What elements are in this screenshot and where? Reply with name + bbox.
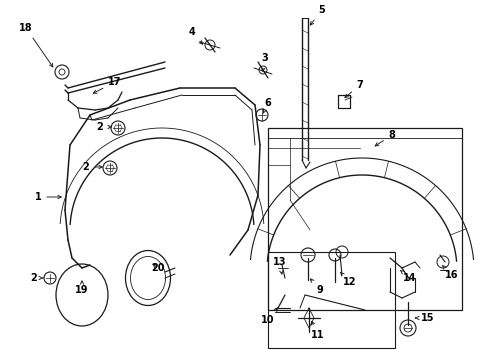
Text: 12: 12 — [340, 272, 357, 287]
Bar — [268, 128, 462, 310]
Text: 3: 3 — [262, 53, 269, 71]
Text: 4: 4 — [189, 27, 202, 44]
Text: 2: 2 — [83, 162, 102, 172]
Text: 10: 10 — [261, 308, 278, 325]
Text: 18: 18 — [19, 23, 53, 67]
Text: 20: 20 — [151, 263, 165, 273]
Text: 16: 16 — [442, 265, 459, 280]
Text: 9: 9 — [311, 279, 323, 295]
Text: 2: 2 — [31, 273, 43, 283]
Text: 19: 19 — [75, 281, 89, 295]
Text: 17: 17 — [94, 77, 122, 93]
Text: 11: 11 — [311, 321, 325, 340]
Text: 15: 15 — [416, 313, 435, 323]
Text: 13: 13 — [273, 257, 287, 274]
Text: 5: 5 — [310, 5, 325, 25]
Text: 8: 8 — [375, 130, 395, 146]
Text: 1: 1 — [35, 192, 61, 202]
Text: 14: 14 — [400, 270, 417, 283]
Text: 2: 2 — [97, 122, 111, 132]
Bar — [268, 252, 395, 348]
Text: 7: 7 — [345, 80, 364, 98]
Text: 6: 6 — [263, 98, 271, 113]
